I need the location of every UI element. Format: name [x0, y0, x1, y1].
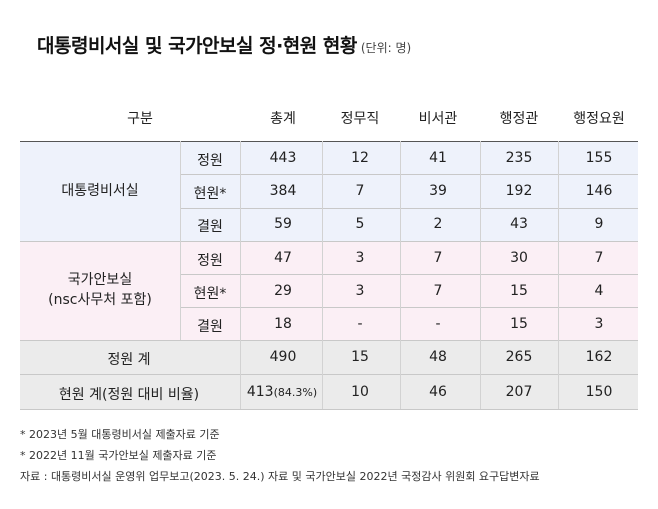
- table-cell: 235: [505, 150, 533, 166]
- table-cell: -: [357, 316, 363, 332]
- table-cell: 207: [505, 384, 533, 400]
- header-secretary: 비서관: [418, 111, 458, 127]
- unit-label: (단위: 명): [360, 41, 412, 55]
- table-cell: 10: [351, 384, 369, 400]
- group-divider: [20, 241, 638, 242]
- table-cell: 162: [585, 349, 613, 365]
- title-text: 대통령비서실 및 국가안보실 정·현원 현황: [37, 35, 357, 57]
- table-cell: 29: [274, 283, 292, 299]
- table-cell: 155: [585, 150, 613, 166]
- table-cell: 265: [505, 349, 533, 365]
- row-divider: [180, 274, 638, 275]
- row-divider: [180, 307, 638, 308]
- cell-value: 413: [246, 384, 274, 400]
- percent-value: (84.3%): [273, 386, 318, 399]
- table-cell: 3: [355, 250, 365, 266]
- header-total: 총계: [270, 111, 296, 127]
- header-category: 구분: [127, 111, 153, 127]
- table-cell: 7: [433, 250, 443, 266]
- row-label: 결원: [197, 319, 223, 335]
- table-cell: 15: [510, 316, 528, 332]
- table-cell: -: [435, 316, 441, 332]
- page-title: 대통령비서실 및 국가안보실 정·현원 현황 (단위: 명): [37, 31, 411, 58]
- column-divider: [400, 141, 401, 409]
- header-staff: 행정요원: [573, 111, 625, 127]
- table-cell: 46: [429, 384, 447, 400]
- table-cell: 59: [274, 216, 292, 232]
- table-cell: 4: [594, 283, 604, 299]
- column-divider: [240, 141, 241, 409]
- table-cell: 47: [274, 250, 292, 266]
- group-label-line2: (nsc사무처 포함): [48, 292, 152, 308]
- table-cell: 443: [269, 150, 297, 166]
- footnote: * 2023년 5월 대통령비서실 제출자료 기준: [20, 428, 220, 441]
- header-political: 정무직: [340, 111, 380, 127]
- header-divider: [20, 141, 638, 142]
- total-row-label: 현원 계(정원 대비 비율): [58, 387, 200, 403]
- row-label: 현원*: [193, 286, 227, 302]
- group-divider: [20, 340, 638, 341]
- column-divider: [558, 141, 559, 409]
- group-label-security: 국가안보실 (nsc사무처 포함): [20, 270, 180, 310]
- row-divider: [20, 374, 638, 375]
- table-cell: 9: [594, 216, 604, 232]
- row-label: 결원: [197, 219, 223, 235]
- column-divider: [480, 141, 481, 409]
- table-cell: 39: [429, 183, 447, 199]
- table-cell: 150: [585, 384, 613, 400]
- table-bottom: [20, 409, 638, 410]
- table-cell: 413(84.3%): [242, 384, 322, 400]
- table-cell: 146: [585, 183, 613, 199]
- column-divider: [180, 141, 181, 340]
- table-cell: 7: [594, 250, 604, 266]
- table-cell: 18: [274, 316, 292, 332]
- source-note: 자료 : 대통령비서실 운영위 업무보고(2023. 5. 24.) 자료 및 …: [20, 470, 540, 483]
- row-divider: [180, 208, 638, 209]
- table-cell: 12: [351, 150, 369, 166]
- table-cell: 490: [269, 349, 297, 365]
- table-cell: 192: [505, 183, 533, 199]
- group-band-security: [20, 241, 638, 340]
- table-cell: 43: [510, 216, 528, 232]
- table-cell: 3: [355, 283, 365, 299]
- header-administrator: 행정관: [499, 111, 539, 127]
- row-label: 정원: [197, 253, 223, 269]
- group-band-president: [20, 141, 638, 241]
- column-divider: [322, 141, 323, 409]
- row-label: 현원*: [193, 186, 227, 202]
- total-row-label: 정원 계: [107, 352, 151, 368]
- table-cell: 5: [355, 216, 365, 232]
- row-label: 정원: [197, 153, 223, 169]
- table-cell: 384: [269, 183, 297, 199]
- table-cell: 7: [433, 283, 443, 299]
- table-cell: 3: [594, 316, 604, 332]
- table-cell: 15: [510, 283, 528, 299]
- table-cell: 30: [510, 250, 528, 266]
- table-cell: 41: [429, 150, 447, 166]
- table-cell: 2: [433, 216, 443, 232]
- table-cell: 7: [355, 183, 365, 199]
- group-label-line1: 국가안보실: [67, 272, 133, 288]
- table-cell: 48: [429, 349, 447, 365]
- table-cell: 15: [351, 349, 369, 365]
- group-label-president: 대통령비서실: [61, 183, 139, 199]
- footnote: * 2022년 11월 국가안보실 제출자료 기준: [20, 449, 217, 462]
- row-divider: [180, 174, 638, 175]
